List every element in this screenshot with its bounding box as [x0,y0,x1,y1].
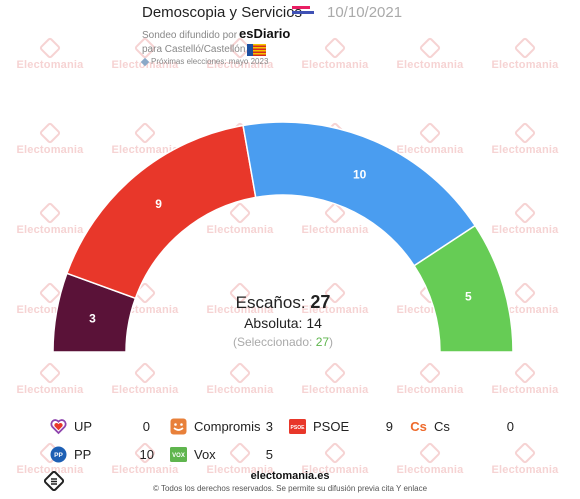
legend-value: 0 [142,419,150,434]
seats-value: 27 [310,292,331,312]
hemicycle-segment-label-1: 9 [155,197,162,211]
legend-name: PP [74,447,92,462]
seats-label: Escaños: [235,293,306,312]
poll-subtitle: Sondeo difundido por [142,30,238,41]
selected-seats: (Seleccionado: 27) [183,335,383,349]
psoe-logo-text: PSOE [291,425,306,431]
hemicycle-segment-label-3: 5 [465,290,472,304]
hemicycle-segment-2[interactable] [242,121,477,267]
footer-site: electomania.es [250,470,330,482]
absolute-value: 14 [306,315,322,331]
pollster-name: Demoscopia y Servicios [142,4,303,21]
selected-value: 27 [315,335,330,349]
legend-value: 9 [385,419,393,434]
pp-logo-text: PP [54,452,63,459]
absolute-majority: Absoluta: 14 [183,315,383,331]
hemicycle-segment-label-0: 3 [89,311,96,325]
hemicycle-segment-1[interactable] [65,124,257,300]
cs-icon: Cs [410,418,427,435]
legend-name: Vox [194,447,216,462]
poll-date: 10/10/2021 [327,4,403,21]
cs-logo-text: Cs [410,419,427,434]
legend-name: UP [74,419,93,434]
absolute-label: Absoluta: [244,315,303,331]
legend-name: Compromis [194,419,261,434]
legend-value: 5 [265,447,273,462]
legend-value: 10 [139,447,154,462]
legend-name: PSOE [313,419,350,434]
media-name: esDiario [239,26,291,41]
seats-total: Escaños: 27 [183,292,383,313]
poll-region: para Castelló/Castellón [142,44,246,55]
psoe-icon: PSOE [289,418,306,435]
footer-rights: © Todos los derechos reservados. Se perm… [152,484,428,493]
legend-value: 3 [265,419,273,434]
electomania-logo-icon [44,471,64,491]
vox-icon: VOX [170,446,187,463]
hemicycle-segment-label-2: 10 [353,167,367,181]
selected-open: (Seleccionado: [232,335,313,349]
compromis-icon [170,418,187,435]
up-heart-icon [50,418,67,435]
legend-value: 0 [506,419,514,434]
vox-logo-text: VOX [172,453,185,459]
region-flag-icon [247,44,266,56]
legend-name: Cs [434,419,450,434]
pp-icon: PP [50,446,67,463]
next-elections-text: Próximas elecciones: mayo 2023 [151,57,269,66]
hemicycle-segment-3[interactable] [413,224,514,353]
selected-close: ) [329,335,334,349]
pollster-logo-icon [292,6,314,18]
next-elections: Próximas elecciones: mayo 2023 [140,57,269,67]
